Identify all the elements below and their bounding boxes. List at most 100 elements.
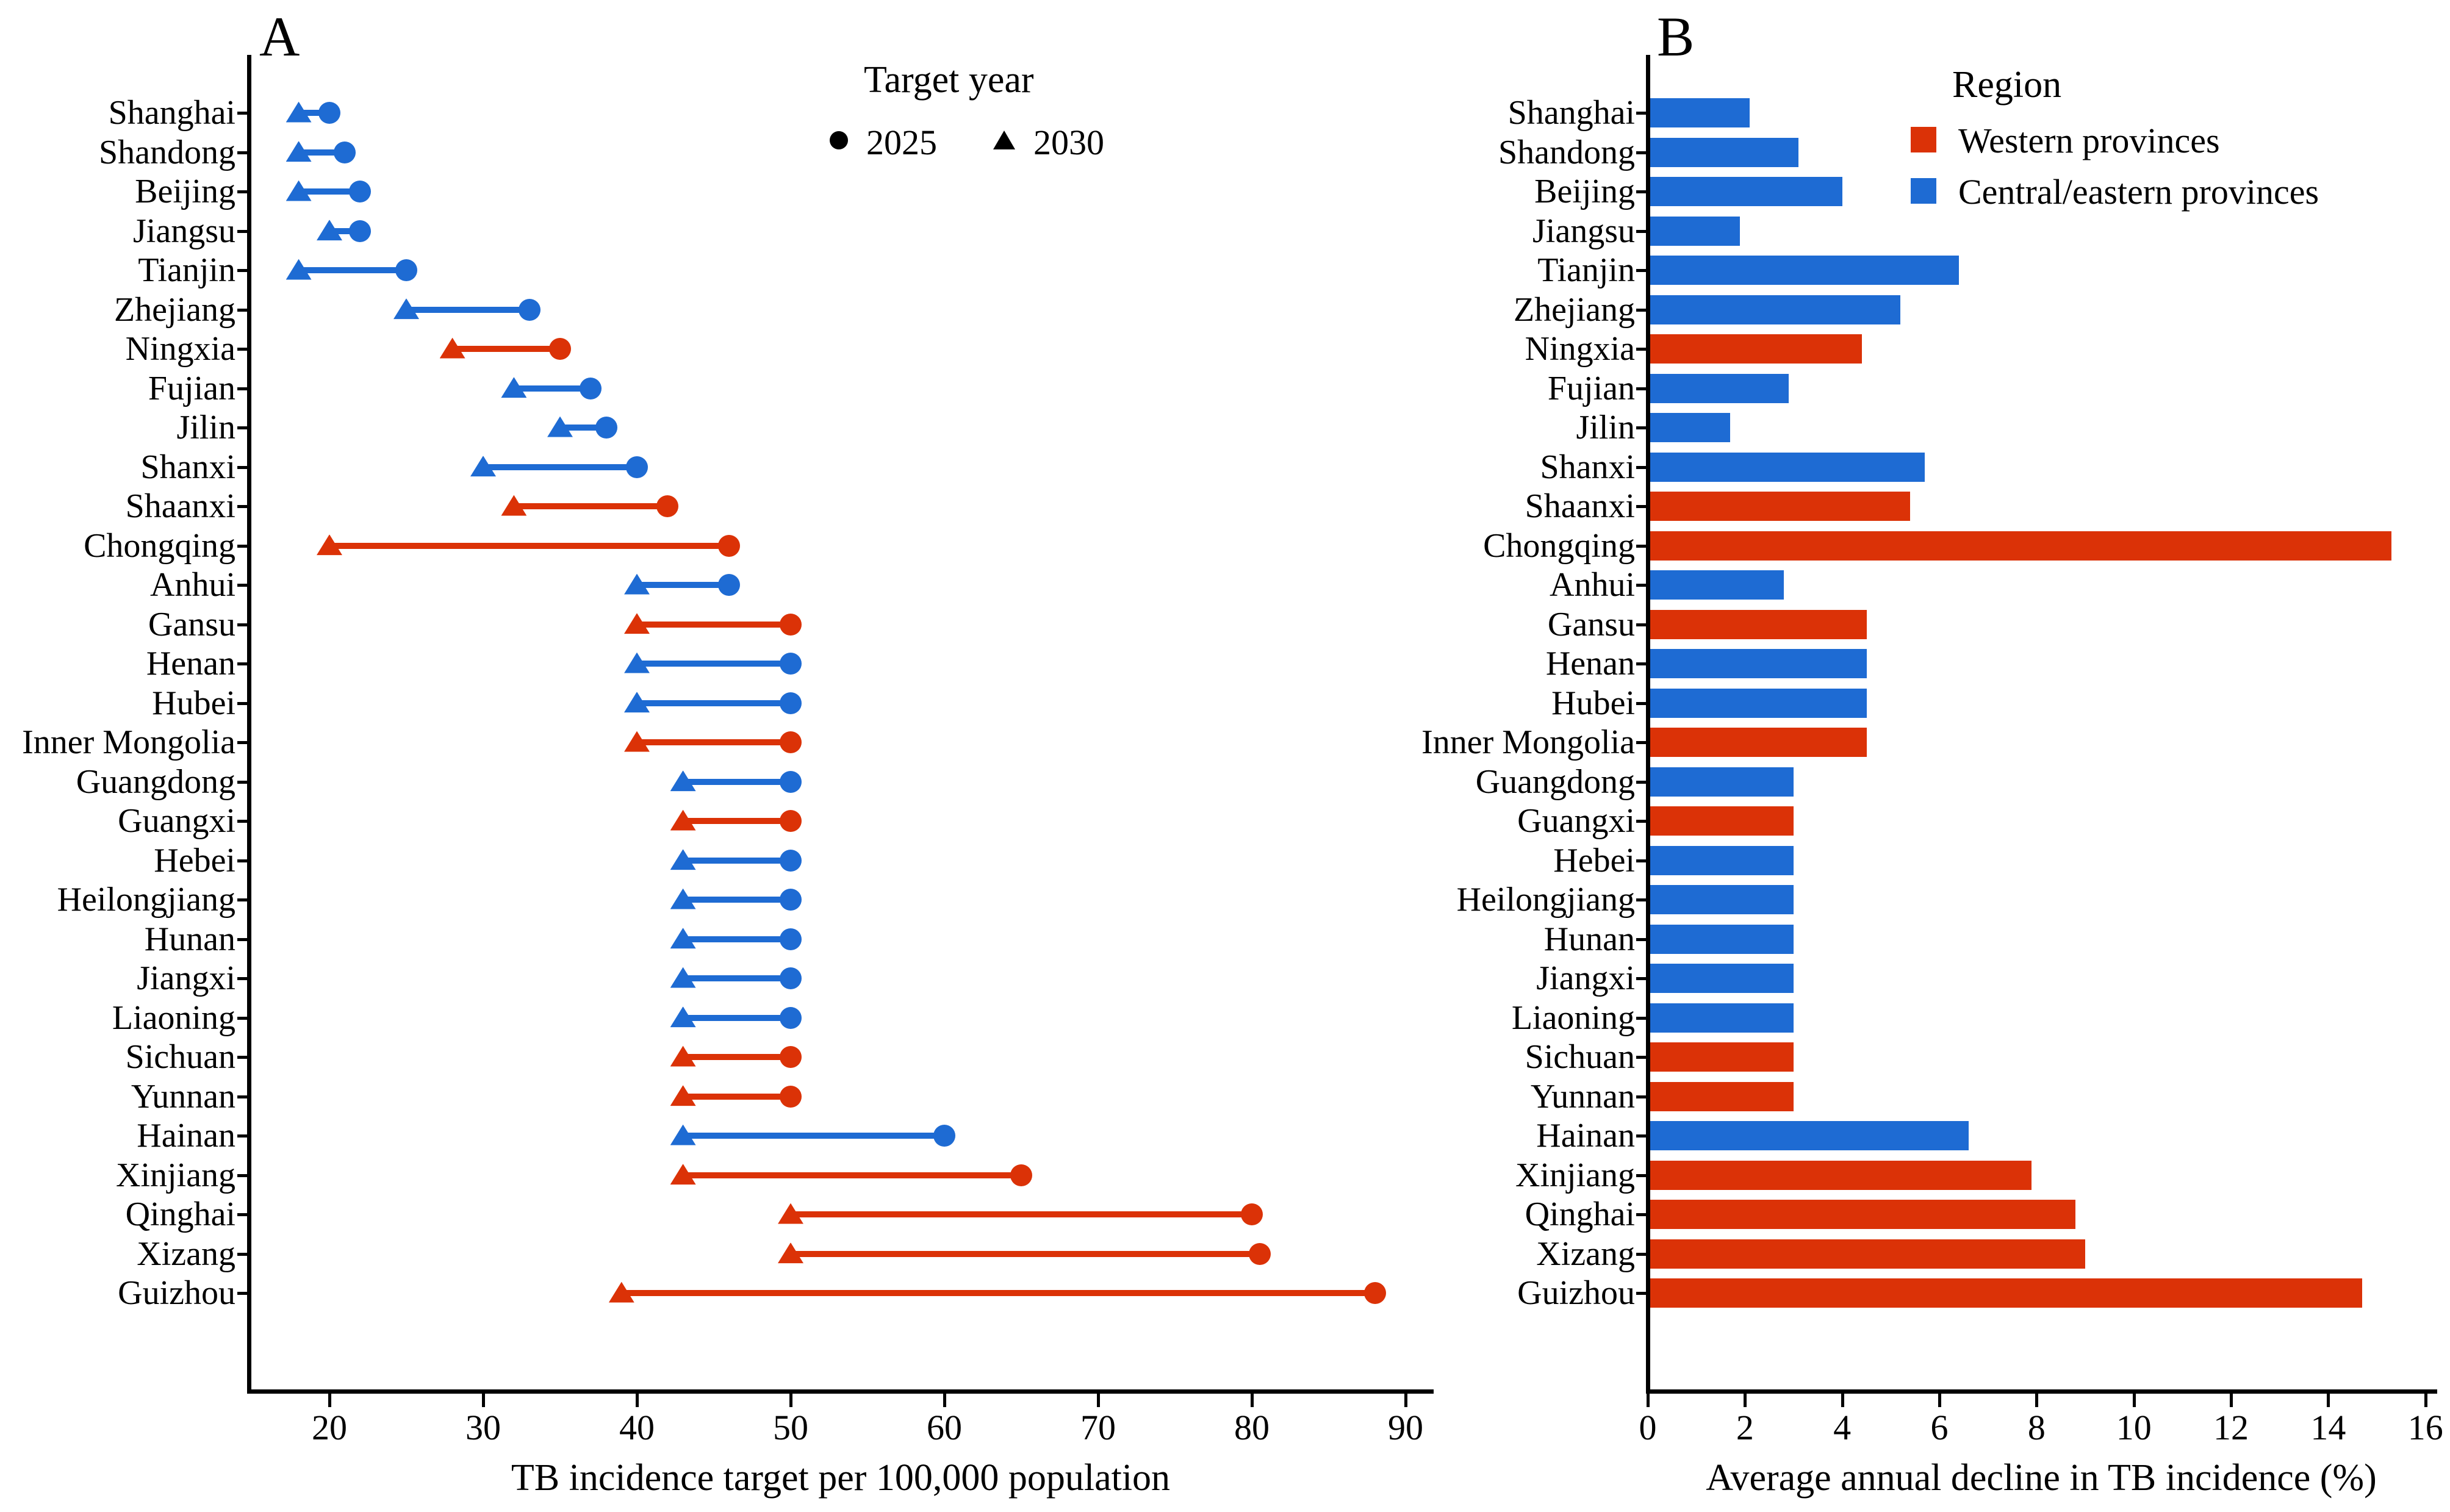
dumbbell-connector <box>621 1290 1375 1296</box>
panel-b-category-label: Guizhou <box>1517 1274 1635 1312</box>
panel-b-category-label: Tianjin <box>1537 251 1635 289</box>
panel-a-x-tick-label: 40 <box>619 1408 655 1447</box>
panel-a-y-tick <box>237 1213 247 1216</box>
panel-b-category-label: Shaanxi <box>1525 487 1635 525</box>
panel-a-x-tick <box>789 1394 792 1407</box>
panel-b-y-tick <box>1636 780 1646 784</box>
panel-a-y-tick <box>237 1134 247 1138</box>
panel-a-x-tick-label: 30 <box>465 1408 501 1447</box>
panel-a-category-label: Beijing <box>135 173 235 210</box>
panel-a-category-label: Ningxia <box>125 330 235 368</box>
panel-a-category-label: Fujian <box>148 369 235 407</box>
marker-2025-circle <box>780 1085 802 1108</box>
panel-a-y-tick <box>237 505 247 508</box>
bar <box>1650 728 1867 757</box>
bar <box>1650 452 1925 482</box>
dumbbell-connector <box>514 503 668 509</box>
panel-b-y-tick <box>1636 662 1646 665</box>
panel-a-y-tick <box>237 348 247 351</box>
bar <box>1650 334 1862 364</box>
dumbbell-connector <box>791 1211 1252 1217</box>
panel-b-x-tick <box>1744 1394 1747 1407</box>
panel-b-y-tick <box>1636 898 1646 901</box>
bar <box>1650 492 1911 521</box>
panel-a-category-label: Shanghai <box>108 94 235 132</box>
panel-b-y-tick <box>1636 229 1646 233</box>
marker-2025-circle <box>780 653 802 675</box>
dumbbell-connector <box>406 306 530 313</box>
marker-2025-circle <box>718 534 741 557</box>
panel-a-x-tick-label: 70 <box>1080 1408 1116 1447</box>
panel-b-y-tick <box>1636 348 1646 351</box>
panel-b-y-tick <box>1636 190 1646 193</box>
panel-a-category-label: Zhejiang <box>113 290 235 329</box>
panel-a-y-tick <box>237 898 247 901</box>
panel-a-category-label: Chongqing <box>84 526 235 565</box>
panel-a-category-label: Gansu <box>148 605 235 643</box>
panel-b-y-tick <box>1636 1252 1646 1256</box>
panel-b-y-tick <box>1636 1016 1646 1020</box>
panel-a-category-label: Hunan <box>144 920 235 958</box>
panel-a-category-label: Shaanxi <box>125 487 235 525</box>
panel-a-y-tick <box>237 544 247 548</box>
target-year-legend-title: Target year <box>864 59 1034 101</box>
panel-b-y-tick <box>1636 505 1646 508</box>
bar <box>1650 609 1867 639</box>
marker-2025-circle <box>626 456 648 478</box>
panel-b-y-tick <box>1636 544 1646 548</box>
dumbbell-connector <box>683 975 791 981</box>
panel-b-category-label: Xizang <box>1536 1234 1635 1273</box>
panel-b-x-tick-label: 0 <box>1639 1408 1657 1447</box>
panel-b-category-label: Anhui <box>1550 566 1635 604</box>
panel-b-y-tick <box>1636 977 1646 980</box>
panel-a-category-label: Inner Mongolia <box>22 723 235 761</box>
dumbbell-connector <box>637 582 730 588</box>
panel-b-x-axis-line <box>1646 1389 2437 1394</box>
panel-b-category-label: Shanghai <box>1507 94 1635 132</box>
legend-2030-label: 2030 <box>1033 123 1104 162</box>
marker-2025-circle <box>1248 1242 1271 1265</box>
legend-2025-circle-icon <box>830 131 848 149</box>
bar <box>1650 1081 1794 1111</box>
panel-b-y-tick <box>1636 701 1646 705</box>
panel-a-y-tick <box>237 937 247 941</box>
marker-2025-circle <box>334 141 356 163</box>
panel-a-y-tick <box>237 426 247 429</box>
panel-a-category-label: Henan <box>146 645 235 683</box>
panel-b-y-tick <box>1636 426 1646 429</box>
panel-a-y-tick <box>237 1095 247 1098</box>
panel-b-x-tick <box>1647 1394 1650 1407</box>
dumbbell-connector <box>514 385 591 392</box>
marker-2025-circle <box>349 181 372 202</box>
panel-b-x-tick-label: 8 <box>2027 1408 2046 1447</box>
panel-a-category-label: Jilin <box>176 409 235 446</box>
panel-a-category-label: Liaoning <box>112 998 235 1037</box>
bar <box>1650 688 1867 718</box>
panel-a-y-tick <box>237 977 247 980</box>
panel-a-x-tick <box>482 1394 485 1407</box>
panel-a-y-tick <box>237 112 247 115</box>
dumbbell-connector <box>683 778 791 785</box>
region-legend-title: Region <box>1952 64 2062 106</box>
marker-2025-circle <box>780 849 802 872</box>
panel-a-y-tick <box>237 820 247 823</box>
marker-2025-circle <box>580 377 602 399</box>
legend-2025-label: 2025 <box>866 123 937 162</box>
panel-b-x-tick-label: 16 <box>2407 1408 2443 1447</box>
dumbbell-connector <box>637 621 791 628</box>
dumbbell-connector <box>637 661 791 667</box>
panel-a-x-tick-label: 20 <box>312 1408 347 1447</box>
bar <box>1650 177 1842 206</box>
marker-2025-circle <box>780 1006 802 1029</box>
panel-b-category-label: Fujian <box>1547 369 1635 407</box>
panel-a-category-label: Jiangxi <box>137 959 235 997</box>
panel-b-category-label: Xinjiang <box>1515 1156 1635 1194</box>
marker-2025-circle <box>780 1046 802 1068</box>
panel-a-x-axis-title: TB incidence target per 100,000 populati… <box>511 1457 1171 1499</box>
panel-a-category-label: Guizhou <box>118 1274 235 1312</box>
panel-a-category-label: Shanxi <box>140 448 235 486</box>
panel-b-category-label: Sichuan <box>1525 1038 1635 1076</box>
dumbbell-connector <box>298 267 406 273</box>
marker-2025-circle <box>780 613 802 636</box>
panel-b-x-tick-label: 2 <box>1736 1408 1754 1447</box>
